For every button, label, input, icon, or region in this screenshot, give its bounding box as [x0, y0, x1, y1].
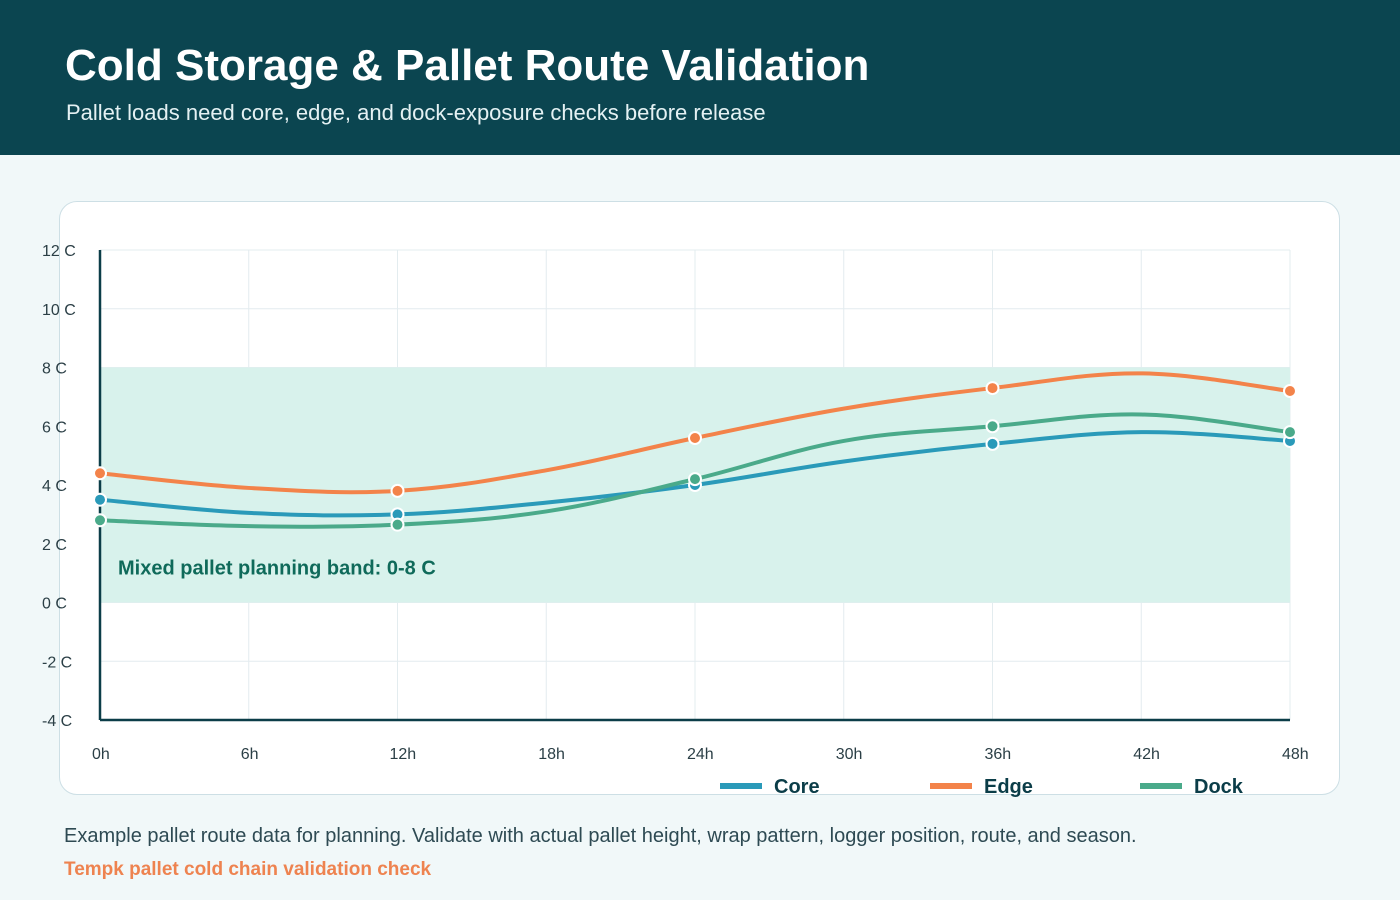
data-point-dock [390, 517, 405, 532]
footnote: Example pallet route data for planning. … [64, 825, 1137, 847]
data-point-edge [1283, 384, 1297, 398]
data-point-dock [93, 513, 107, 528]
data-point-core [985, 436, 1000, 451]
data-point-edge [93, 466, 107, 481]
page-title: Cold Storage & Pallet Route Validation [65, 41, 870, 90]
data-point-dock [1283, 425, 1297, 440]
y-tick-label: -4 C [42, 713, 72, 730]
header-banner: Cold Storage & Pallet Route Validation P… [0, 0, 1400, 155]
x-tick-label: 30h [836, 746, 863, 763]
y-tick-label: 0 C [42, 596, 67, 613]
y-tick-label: -2 C [42, 654, 72, 671]
x-tick-label: 48h [1282, 746, 1309, 763]
x-tick-label: 0h [92, 746, 110, 763]
x-tick-label: 36h [985, 746, 1012, 763]
data-point-dock [985, 419, 1000, 434]
page-subtitle: Pallet loads need core, edge, and dock-e… [66, 100, 766, 125]
brand-caption: Tempk pallet cold chain validation check [64, 859, 432, 880]
x-tick-label: 12h [390, 746, 417, 763]
legend-label-dock: Dock [1194, 776, 1244, 798]
x-tick-label: 18h [538, 746, 565, 763]
y-tick-label: 12 C [42, 243, 76, 260]
y-tick-label: 8 C [42, 361, 67, 378]
y-tick-label: 4 C [42, 478, 67, 495]
data-point-edge [985, 381, 1000, 396]
legend-label-core: Core [774, 776, 820, 798]
planning-band-label: Mixed pallet planning band: 0-8 C [118, 558, 436, 580]
y-tick-label: 6 C [42, 419, 67, 436]
legend-label-edge: Edge [984, 776, 1033, 798]
data-point-edge [390, 483, 405, 498]
x-tick-label: 24h [687, 746, 714, 763]
y-tick-label: 10 C [42, 302, 76, 319]
data-point-dock [688, 472, 702, 487]
data-point-core [93, 492, 107, 507]
x-tick-label: 42h [1133, 746, 1160, 763]
data-point-edge [688, 431, 702, 445]
y-tick-label: 2 C [42, 537, 67, 554]
x-tick-label: 6h [241, 746, 259, 763]
